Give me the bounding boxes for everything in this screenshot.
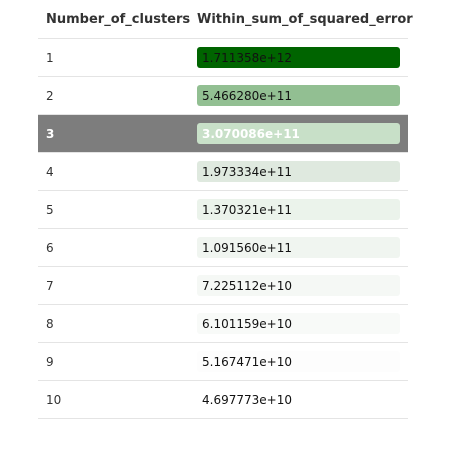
cell-within-sum-of-squared-error: 3.070086e+11: [189, 123, 408, 144]
cell-number-of-clusters: 7: [46, 278, 54, 293]
cell-number-of-clusters: 10: [46, 392, 62, 407]
cell-within-sum-of-squared-error: 5.167471e+10: [189, 351, 408, 372]
wss-value-bar: 1.091560e+11: [197, 237, 400, 258]
header-number-of-clusters[interactable]: Number_of_clusters: [46, 11, 191, 27]
table-row[interactable]: 8 6.101159e+10: [38, 305, 408, 343]
cell-within-sum-of-squared-error: 6.101159e+10: [189, 313, 408, 334]
cell-number-of-clusters: 3: [46, 126, 55, 141]
cell-within-sum-of-squared-error: 1.091560e+11: [189, 237, 408, 258]
table-row[interactable]: 7 7.225112e+10: [38, 267, 408, 305]
wss-value-bar: 7.225112e+10: [197, 275, 400, 296]
cell-number-of-clusters: 1: [46, 50, 54, 65]
cell-within-sum-of-squared-error: 4.697773e+10: [189, 389, 408, 410]
cell-number-of-clusters: 2: [46, 88, 54, 103]
wss-value-bar: 5.466280e+11: [197, 85, 400, 106]
table-row[interactable]: 6 1.091560e+11: [38, 229, 408, 267]
header-within-sum-of-squared-error[interactable]: Within_sum_of_squared_error: [197, 11, 413, 27]
wss-value-bar: 6.101159e+10: [197, 313, 400, 334]
table-row[interactable]: 1 1.711358e+12: [38, 39, 408, 77]
table-row[interactable]: 10 4.697773e+10: [38, 381, 408, 419]
cell-number-of-clusters: 5: [46, 202, 54, 217]
table-header: Number_of_clusters Within_sum_of_squared…: [38, 0, 413, 39]
cell-within-sum-of-squared-error: 7.225112e+10: [189, 275, 408, 296]
table-row[interactable]: 4 1.973334e+11: [38, 153, 408, 191]
cell-number-of-clusters: 9: [46, 354, 54, 369]
table-body: 1 1.711358e+12 2 5.466280e+11 3 3.070086e+11 4…: [38, 39, 408, 419]
wss-value-bar: 1.370321e+11: [197, 199, 400, 220]
cell-within-sum-of-squared-error: 1.973334e+11: [189, 161, 408, 182]
table-row[interactable]: 2 5.466280e+11: [38, 77, 408, 115]
wss-value-bar: 1.711358e+12: [197, 47, 400, 68]
cell-within-sum-of-squared-error: 5.466280e+11: [189, 85, 408, 106]
table-row[interactable]: 9 5.167471e+10: [38, 343, 408, 381]
wss-value-bar: 1.973334e+11: [197, 161, 400, 182]
cell-within-sum-of-squared-error: 1.370321e+11: [189, 199, 408, 220]
wss-value-bar: 4.697773e+10: [197, 389, 400, 410]
cell-number-of-clusters: 6: [46, 240, 54, 255]
table-row[interactable]: 3 3.070086e+11: [38, 115, 408, 153]
cell-number-of-clusters: 8: [46, 316, 54, 331]
cell-number-of-clusters: 4: [46, 164, 54, 179]
table-row[interactable]: 5 1.370321e+11: [38, 191, 408, 229]
wss-value-bar: 3.070086e+11: [197, 123, 400, 144]
cell-within-sum-of-squared-error: 1.711358e+12: [189, 47, 408, 68]
wss-value-bar: 5.167471e+10: [197, 351, 400, 372]
wss-table: Number_of_clusters Within_sum_of_squared…: [38, 0, 413, 419]
